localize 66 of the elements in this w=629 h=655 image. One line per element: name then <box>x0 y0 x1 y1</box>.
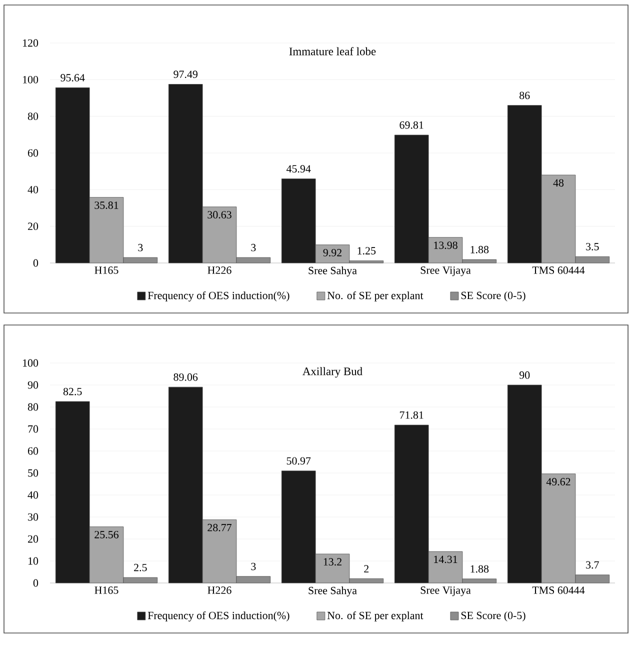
data-label: 71.81 <box>400 411 424 419</box>
data-label: 50.97 <box>286 457 311 465</box>
data-label: 89.06 <box>174 373 198 381</box>
y-tick-label: 50 <box>28 469 38 477</box>
data-label: 69.81 <box>400 121 424 129</box>
x-tick-label: Sree Sahya <box>308 266 357 276</box>
data-label: 13.98 <box>434 242 458 250</box>
y-tick-label: 20 <box>28 222 38 230</box>
legend-label: Frequency of OES induction(%) <box>148 291 290 302</box>
x-tick-label: H165 <box>94 266 118 274</box>
y-tick-label: 40 <box>28 186 38 194</box>
y-tick-label: 90 <box>28 381 38 389</box>
data-label: 3.5 <box>586 242 599 250</box>
y-tick-label: 20 <box>28 535 38 543</box>
data-label: 95.64 <box>60 74 85 82</box>
data-label: 14.31 <box>434 556 458 564</box>
data-label: 9.92 <box>323 249 342 256</box>
y-tick-label: 70 <box>28 425 38 433</box>
x-tick-label: H226 <box>208 586 232 594</box>
data-label: 48 <box>553 179 564 187</box>
y-tick-label: 10 <box>28 557 38 565</box>
y-tick-label: 0 <box>33 259 38 267</box>
x-tick-label: TMS 60444 <box>532 266 585 274</box>
data-label: 90 <box>519 371 530 379</box>
y-tick-label: 0 <box>33 579 38 587</box>
x-tick-label: Sree Vijaya <box>420 266 471 276</box>
data-label: 35.81 <box>94 202 118 209</box>
data-label: 49.62 <box>546 478 570 486</box>
x-tick-label: Sree Sahya <box>308 586 357 596</box>
y-tick-label: 60 <box>28 149 38 157</box>
data-label: 13.2 <box>324 558 342 566</box>
legend-label: SE Score (0-5) <box>461 291 526 302</box>
data-label: 2.5 <box>134 564 147 572</box>
legend-label: SE Score (0-5) <box>461 611 526 622</box>
chart-title: Axillary Bud <box>302 367 362 378</box>
data-label: 2 <box>364 565 369 572</box>
data-label: 86 <box>520 92 530 100</box>
data-label: 30.63 <box>208 211 232 218</box>
data-label: 3.7 <box>586 561 599 569</box>
legend-label: No. of SE per explant <box>327 611 424 622</box>
y-tick-label: 100 <box>23 76 38 84</box>
x-tick-label: H165 <box>94 586 118 594</box>
y-tick-label: 40 <box>28 491 38 499</box>
data-label: 45.94 <box>286 165 311 173</box>
legend-label: No. of SE per explant <box>327 291 424 302</box>
data-label: 3 <box>251 244 256 252</box>
y-tick-label: 80 <box>28 403 38 411</box>
data-label: 1.88 <box>470 246 489 254</box>
x-tick-label: TMS 60444 <box>532 586 585 594</box>
data-label: 3 <box>251 562 256 570</box>
data-label: 3 <box>138 244 143 252</box>
y-tick-label: 60 <box>28 447 38 455</box>
data-label: 28.77 <box>208 524 232 532</box>
y-tick-label: 100 <box>23 359 38 367</box>
data-label: 1.88 <box>470 565 489 573</box>
y-tick-label: 120 <box>23 39 38 47</box>
chart-title: Immature leaf lobe <box>289 47 376 56</box>
x-tick-label: Sree Vijaya <box>420 586 471 596</box>
data-label: 97.49 <box>174 70 198 78</box>
y-tick-label: 80 <box>28 112 38 120</box>
data-label: 82.5 <box>63 388 82 396</box>
y-tick-label: 30 <box>28 513 38 521</box>
legend-label: Frequency of OES induction(%) <box>148 611 290 622</box>
x-tick-label: H226 <box>208 266 232 274</box>
data-label: 1.25 <box>358 247 376 254</box>
data-label: 25.56 <box>94 530 119 538</box>
